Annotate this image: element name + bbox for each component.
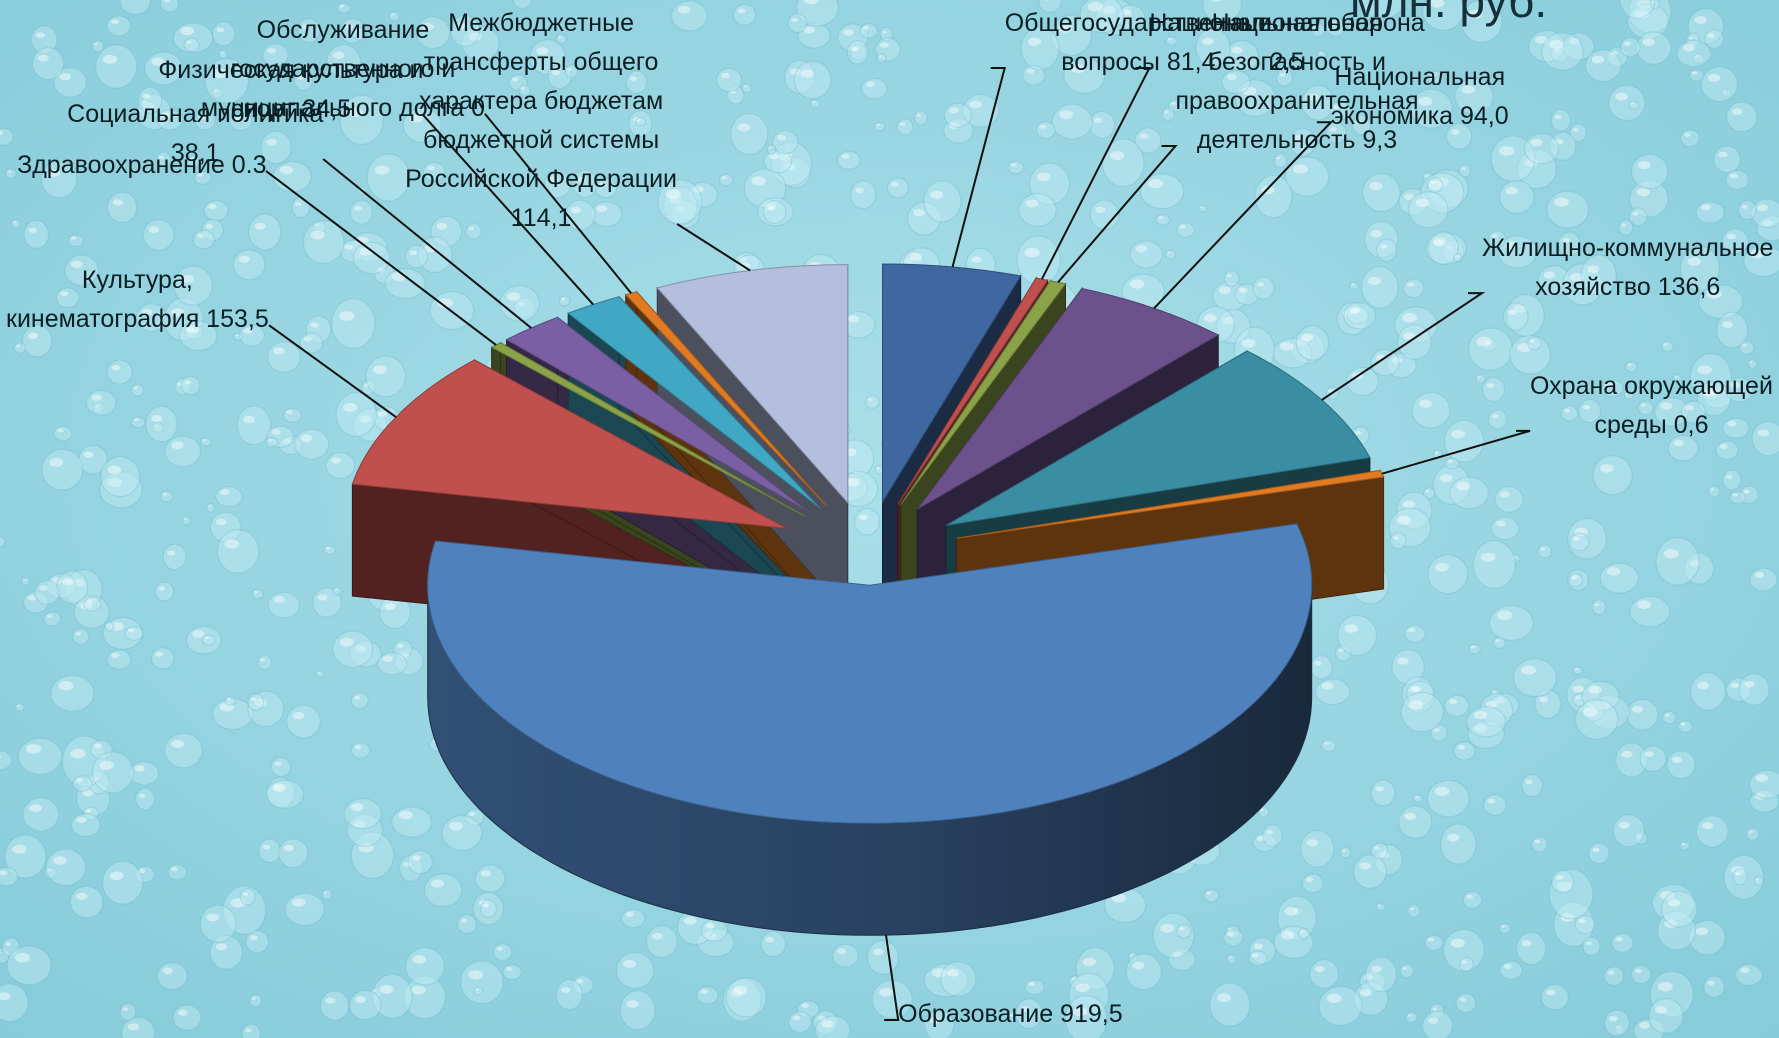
data-label: Физическая культура и спорт 34,5 xyxy=(158,56,424,124)
slice-tops xyxy=(351,263,1385,824)
data-label: Охрана окружающей среды 0,6 xyxy=(1530,371,1773,439)
leader-line xyxy=(484,113,632,294)
data-label: Межбюджетные трансферты общего характера… xyxy=(405,9,678,232)
leader-line xyxy=(265,170,497,346)
pie-slice-5 xyxy=(945,350,1371,526)
data-label: Социальная политика 38,1 xyxy=(67,99,324,167)
leader-lines xyxy=(265,67,1531,1021)
leader-line xyxy=(1041,67,1152,280)
data-label: Здравоохранение 0.3 xyxy=(17,151,267,180)
data-label: Национальная оборона 2,5 xyxy=(1149,9,1425,76)
data-label: Образование 919,5 xyxy=(898,1000,1123,1028)
leader-line xyxy=(1153,121,1334,309)
leader-line xyxy=(884,934,900,1021)
data-label: Национальная безопасность и правоохранит… xyxy=(1175,9,1419,154)
pie-slice-6 xyxy=(956,469,1385,539)
leader-line xyxy=(268,324,397,418)
pie-slice-2 xyxy=(897,277,1049,505)
data-label: Общегосударственные вопросы 81,4 xyxy=(1004,9,1273,76)
pie-slice-12 xyxy=(624,291,828,507)
data-label: Жилищно-коммунальное хозяйство 136,6 xyxy=(1482,234,1774,302)
pie-slice-7 xyxy=(427,523,1313,824)
data-label: Национальная экономика 94,0 xyxy=(1330,63,1509,131)
leader-line xyxy=(1057,145,1178,283)
unit-title: млн. руб. xyxy=(1350,0,1548,27)
leader-line xyxy=(676,223,751,272)
data-label: Культура, кинематография 153,5 xyxy=(6,266,269,334)
leader-line xyxy=(322,158,532,329)
data-label: Обслуживание государственного и муниципа… xyxy=(200,15,485,122)
leader-line xyxy=(951,67,1006,268)
pie-slice-4 xyxy=(916,287,1220,510)
leader-line xyxy=(422,114,594,306)
leader-line xyxy=(1381,429,1531,475)
pie-slice-10 xyxy=(505,316,811,514)
pie-slice-9 xyxy=(490,342,805,517)
leader-line xyxy=(1321,292,1486,401)
pie-slice-1 xyxy=(882,263,1022,504)
